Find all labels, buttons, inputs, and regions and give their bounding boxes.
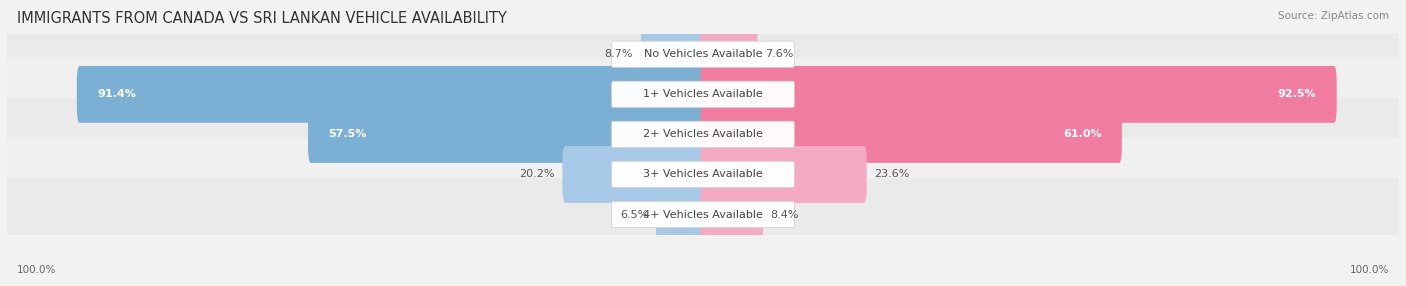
Text: 4+ Vehicles Available: 4+ Vehicles Available <box>643 210 763 219</box>
FancyBboxPatch shape <box>641 26 706 83</box>
FancyBboxPatch shape <box>612 201 794 228</box>
Text: IMMIGRANTS FROM CANADA VS SRI LANKAN VEHICLE AVAILABILITY: IMMIGRANTS FROM CANADA VS SRI LANKAN VEH… <box>17 11 506 26</box>
FancyBboxPatch shape <box>700 66 1337 123</box>
FancyBboxPatch shape <box>612 41 794 67</box>
FancyBboxPatch shape <box>700 26 758 83</box>
Text: Source: ZipAtlas.com: Source: ZipAtlas.com <box>1278 11 1389 21</box>
FancyBboxPatch shape <box>655 186 706 243</box>
Text: 100.0%: 100.0% <box>1350 265 1389 275</box>
FancyBboxPatch shape <box>6 98 1400 171</box>
Text: 7.6%: 7.6% <box>765 49 793 59</box>
Text: 8.7%: 8.7% <box>605 49 633 59</box>
Text: 100.0%: 100.0% <box>17 265 56 275</box>
Text: 3+ Vehicles Available: 3+ Vehicles Available <box>643 170 763 179</box>
Text: 8.4%: 8.4% <box>770 210 799 219</box>
Text: 23.6%: 23.6% <box>875 170 910 179</box>
FancyBboxPatch shape <box>612 161 794 188</box>
FancyBboxPatch shape <box>700 186 763 243</box>
Legend: Immigrants from Canada, Sri Lankan: Immigrants from Canada, Sri Lankan <box>560 282 846 286</box>
FancyBboxPatch shape <box>6 18 1400 91</box>
FancyBboxPatch shape <box>612 121 794 148</box>
FancyBboxPatch shape <box>6 138 1400 211</box>
FancyBboxPatch shape <box>562 146 706 203</box>
FancyBboxPatch shape <box>6 178 1400 251</box>
FancyBboxPatch shape <box>700 146 866 203</box>
Text: 91.4%: 91.4% <box>97 90 136 99</box>
FancyBboxPatch shape <box>308 106 706 163</box>
FancyBboxPatch shape <box>6 58 1400 131</box>
Text: 1+ Vehicles Available: 1+ Vehicles Available <box>643 90 763 99</box>
FancyBboxPatch shape <box>612 81 794 108</box>
Text: 20.2%: 20.2% <box>519 170 555 179</box>
FancyBboxPatch shape <box>700 106 1122 163</box>
Text: 57.5%: 57.5% <box>328 130 367 139</box>
Text: 61.0%: 61.0% <box>1063 130 1102 139</box>
Text: 6.5%: 6.5% <box>620 210 648 219</box>
Text: 92.5%: 92.5% <box>1278 90 1316 99</box>
Text: 2+ Vehicles Available: 2+ Vehicles Available <box>643 130 763 139</box>
Text: No Vehicles Available: No Vehicles Available <box>644 49 762 59</box>
FancyBboxPatch shape <box>77 66 706 123</box>
